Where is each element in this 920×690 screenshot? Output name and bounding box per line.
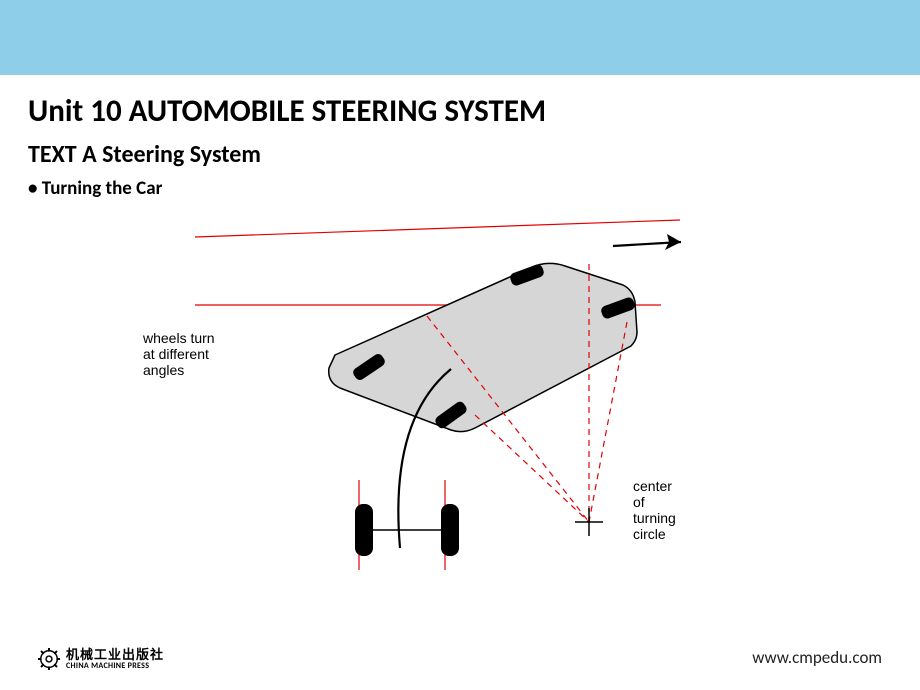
bullet-heading: Turning the Car xyxy=(28,177,162,200)
publisher-name-en: CHINA MACHINE PRESS xyxy=(66,662,164,670)
publisher-name-cn: 机械工业出版社 xyxy=(66,649,164,662)
steering-diagram: wheels turnat differentangles centeroftu… xyxy=(135,200,745,575)
footer-url: www.cmpedu.com xyxy=(752,647,882,668)
publisher-logo: 机械工业出版社 CHINA MACHINE PRESS xyxy=(38,648,164,670)
header-band xyxy=(0,0,920,75)
text-subtitle: TEXT A Steering System xyxy=(28,140,261,169)
annotation-center-circle: centerofturningcircle xyxy=(633,478,676,542)
publisher-text: 机械工业出版社 CHINA MACHINE PRESS xyxy=(66,649,164,670)
unit-title: Unit 10 AUTOMOBILE STEERING SYSTEM xyxy=(28,92,546,130)
annotation-wheels-angles: wheels turnat differentangles xyxy=(143,330,215,378)
gear-icon xyxy=(38,648,60,670)
